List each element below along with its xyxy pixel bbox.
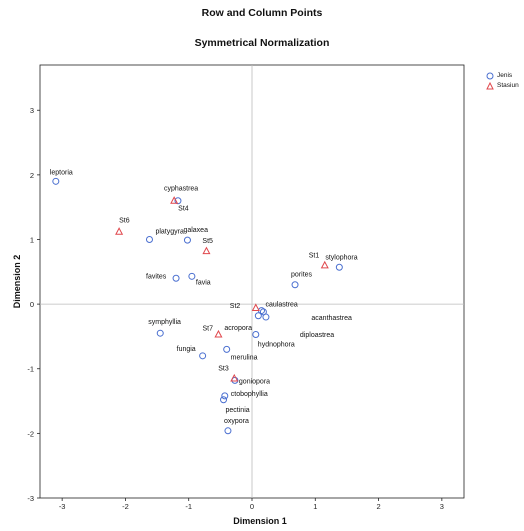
point-label-pectinia: pectinia — [226, 407, 250, 414]
point-platygyra — [145, 235, 153, 243]
point-label-st7: St7 — [202, 325, 213, 332]
y-tick-label: 3 — [30, 106, 34, 115]
x-tick-label: -2 — [122, 502, 129, 511]
point-label-acanthastrea: acanthastrea — [311, 315, 352, 322]
point-hydnophora — [252, 330, 260, 338]
point-label-oxypora: oxypora — [224, 418, 249, 425]
point-acropora — [254, 312, 262, 320]
legend: Jenis Stasiun — [486, 71, 519, 91]
point-label-hydnophora: hydnophora — [258, 341, 295, 348]
point-label-porites: porites — [291, 272, 313, 279]
point-label-st5: St5 — [202, 238, 213, 245]
point-st6 — [115, 227, 124, 235]
x-tick-label: 2 — [376, 502, 380, 511]
point-label-st6: St6 — [119, 218, 130, 225]
point-st2 — [251, 303, 260, 311]
point-porites — [291, 281, 299, 289]
x-tick-label: -1 — [185, 502, 192, 511]
point-fungia — [199, 352, 207, 360]
point-label-galaxea: galaxea — [183, 227, 208, 234]
chart-title: Row and Column Points — [201, 7, 323, 19]
point-label-goniopora: goniopora — [239, 378, 270, 385]
point-label-st4: St4 — [178, 206, 189, 213]
legend-item-jenis: Jenis — [486, 71, 519, 81]
point-label-st2: St2 — [230, 303, 241, 310]
point-merulina — [223, 345, 231, 353]
point-label-stylophora: stylophora — [325, 254, 357, 261]
x-tick-label: 1 — [313, 502, 317, 511]
legend-item-stasiun: Stasiun — [486, 81, 519, 91]
point-label-leptoria: leptoria — [50, 169, 73, 176]
point-label-diploastrea: diploastrea — [300, 332, 334, 339]
x-tick-label: 3 — [440, 502, 444, 511]
point-st1 — [320, 260, 329, 269]
point-st4 — [170, 196, 179, 204]
legend-label-jenis: Jenis — [497, 72, 513, 79]
point-ctobophyllia — [221, 392, 229, 400]
point-label-merulina: merulina — [231, 354, 258, 361]
point-stylophora — [335, 263, 343, 271]
point-label-st3: St3 — [218, 365, 229, 372]
y-tick-label: 1 — [30, 235, 34, 244]
point-galaxea — [183, 236, 191, 244]
point-label-favia: favia — [196, 279, 211, 286]
y-tick-label: 2 — [30, 171, 34, 180]
point-label-acropora: acropora — [224, 325, 252, 332]
point-label-symphyllia: symphyllia — [148, 319, 181, 326]
point-favia — [188, 272, 196, 280]
x-tick-label: -3 — [59, 502, 66, 511]
point-oxypora — [224, 427, 232, 435]
y-tick-label: 0 — [30, 300, 34, 309]
point-st3 — [230, 373, 239, 382]
x-axis-label: Dimension 1 — [233, 516, 287, 526]
point-symphyllia — [156, 329, 164, 337]
point-label-st1: St1 — [309, 252, 320, 259]
point-pectinia — [220, 396, 228, 404]
circle-marker-icon — [486, 72, 494, 80]
point-label-caulastrea: caulastrea — [265, 302, 297, 309]
point-st7 — [214, 329, 223, 338]
y-tick-label: -3 — [27, 494, 34, 503]
point-diploastrea — [262, 313, 270, 321]
point-label-platygyra: platygyra — [155, 228, 184, 235]
chart-subtitle: Symmetrical Normalization — [194, 37, 330, 49]
triangle-marker-icon — [486, 82, 494, 90]
y-tick-label: -1 — [27, 365, 34, 374]
point-favites — [172, 274, 180, 282]
x-tick-label: 0 — [250, 502, 254, 511]
point-leptoria — [52, 177, 60, 185]
point-label-cyphastrea: cyphastrea — [164, 186, 198, 193]
y-tick-label: -2 — [27, 429, 34, 438]
y-axis-label: Dimension 2 — [12, 255, 22, 309]
point-label-fungia: fungia — [177, 346, 196, 353]
point-st5 — [202, 246, 211, 255]
legend-label-stasiun: Stasiun — [497, 82, 519, 89]
point-label-ctobophyllia: ctobophyllia — [231, 391, 268, 398]
point-label-favites: favites — [146, 273, 167, 280]
